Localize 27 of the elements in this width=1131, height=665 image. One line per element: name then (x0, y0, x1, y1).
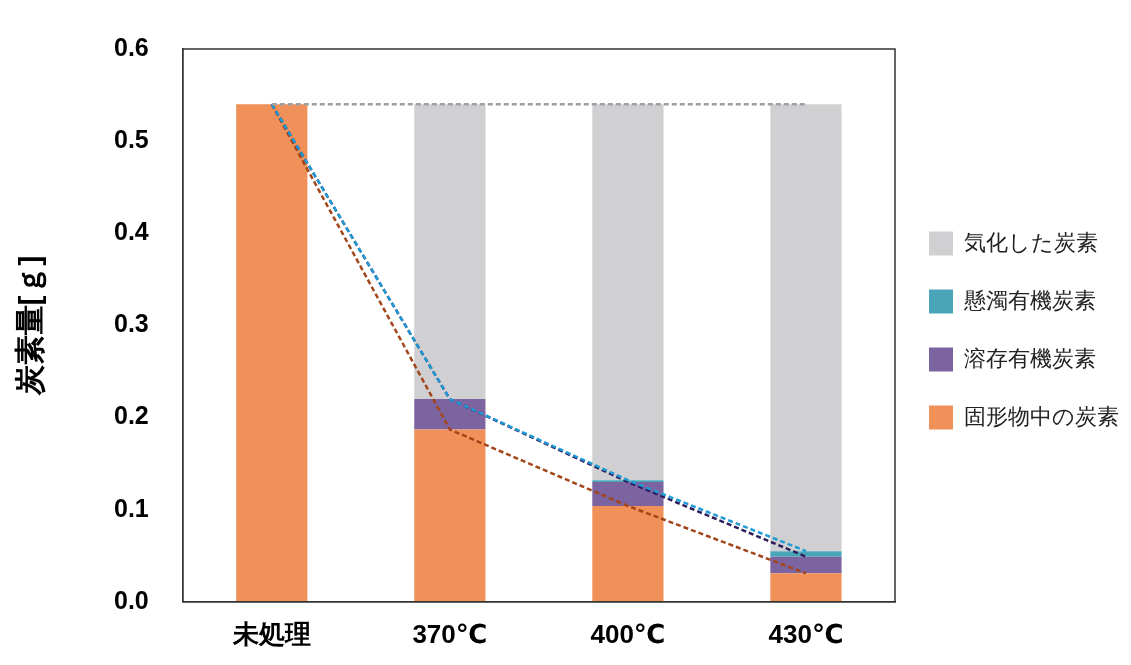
bar (770, 573, 842, 602)
y-axis-title: 炭素量[ｇ] (13, 255, 48, 397)
legend-label: 溶存有機炭素 (964, 345, 1096, 371)
bar (236, 104, 308, 602)
y-tick-label: 0.6 (113, 32, 149, 61)
bar (770, 104, 842, 552)
legend-label: 懸濁有機炭素 (963, 287, 1096, 313)
y-tick-label: 0.5 (113, 125, 149, 154)
x-tick-label: 430℃ (768, 618, 844, 649)
bar (592, 104, 664, 481)
y-tick-label: 0.0 (113, 585, 149, 614)
y-tick-label: 0.1 (113, 493, 149, 522)
bar (770, 551, 842, 557)
x-tick-label: 未処理 (231, 618, 311, 649)
bar (592, 505, 664, 602)
y-tick-label: 0.2 (113, 401, 149, 430)
bar (414, 399, 486, 430)
bar (414, 104, 486, 400)
bar (414, 429, 486, 602)
y-tick-label: 0.3 (113, 309, 149, 338)
y-tick-label: 0.4 (113, 217, 149, 246)
legend-label: 気化した炭素 (964, 229, 1098, 255)
legend-label: 固形物中の炭素 (964, 403, 1119, 429)
x-tick-label: 370℃ (412, 618, 488, 649)
x-tick-label: 400℃ (590, 618, 666, 649)
bar (770, 556, 842, 574)
bar (592, 482, 664, 506)
